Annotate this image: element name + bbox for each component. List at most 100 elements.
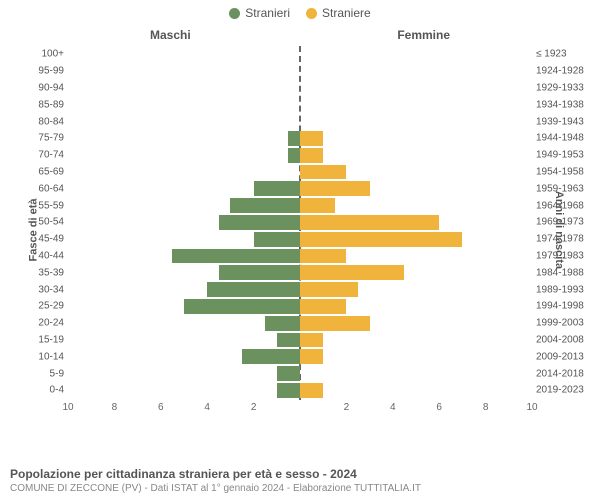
male-half <box>68 232 300 247</box>
male-half <box>68 265 300 280</box>
chart-rows: 100+≤ 192395-991924-192890-941929-193385… <box>68 46 532 400</box>
age-row: 60-641959-1963 <box>68 180 532 197</box>
male-bar <box>277 383 300 398</box>
side-title-male: Maschi <box>150 28 191 42</box>
x-tick: 2 <box>344 402 350 413</box>
female-half <box>300 148 532 163</box>
age-group-label: 45-49 <box>18 234 64 245</box>
female-half <box>300 81 532 96</box>
female-half <box>300 383 532 398</box>
birth-year-label: 2009-2013 <box>536 351 590 362</box>
age-row: 35-391984-1988 <box>68 264 532 281</box>
female-bar <box>300 165 346 180</box>
age-row: 10-142009-2013 <box>68 348 532 365</box>
legend-label-male: Stranieri <box>245 6 290 20</box>
male-half <box>68 114 300 129</box>
x-axis: 108642246810 <box>68 402 532 422</box>
birth-year-label: 1969-1973 <box>536 217 590 228</box>
male-half <box>68 131 300 146</box>
birth-year-label: 2004-2008 <box>536 334 590 345</box>
legend: Stranieri Straniere <box>0 0 600 20</box>
age-row: 70-741949-1953 <box>68 147 532 164</box>
female-half <box>300 131 532 146</box>
swatch-female <box>306 8 317 19</box>
birth-year-label: 1924-1928 <box>536 66 590 77</box>
female-bar <box>300 299 346 314</box>
age-row: 25-291994-1998 <box>68 298 532 315</box>
birth-year-label: 1944-1948 <box>536 133 590 144</box>
male-half <box>68 249 300 264</box>
age-group-label: 50-54 <box>18 217 64 228</box>
female-half <box>300 97 532 112</box>
male-bar <box>288 148 300 163</box>
age-group-label: 55-59 <box>18 200 64 211</box>
male-half <box>68 383 300 398</box>
age-row: 30-341989-1993 <box>68 281 532 298</box>
birth-year-label: 1959-1963 <box>536 183 590 194</box>
female-half <box>300 265 532 280</box>
birth-year-label: 1954-1958 <box>536 166 590 177</box>
age-group-label: 60-64 <box>18 183 64 194</box>
age-group-label: 100+ <box>18 49 64 60</box>
female-half <box>300 299 532 314</box>
age-group-label: 10-14 <box>18 351 64 362</box>
age-group-label: 30-34 <box>18 284 64 295</box>
swatch-male <box>229 8 240 19</box>
age-row: 80-841939-1943 <box>68 113 532 130</box>
age-group-label: 90-94 <box>18 82 64 93</box>
male-half <box>68 349 300 364</box>
birth-year-label: 1989-1993 <box>536 284 590 295</box>
male-bar <box>219 265 300 280</box>
female-half <box>300 215 532 230</box>
female-bar <box>300 131 323 146</box>
female-half <box>300 181 532 196</box>
male-bar <box>230 198 300 213</box>
legend-label-female: Straniere <box>322 6 371 20</box>
male-bar <box>277 333 300 348</box>
female-bar <box>300 333 323 348</box>
x-tick: 8 <box>112 402 118 413</box>
legend-item-female: Straniere <box>306 6 371 20</box>
male-bar <box>242 349 300 364</box>
x-tick: 2 <box>251 402 257 413</box>
legend-item-male: Stranieri <box>229 6 290 20</box>
age-row: 15-192004-2008 <box>68 332 532 349</box>
age-row: 65-691954-1958 <box>68 164 532 181</box>
female-half <box>300 47 532 62</box>
age-group-label: 5-9 <box>18 368 64 379</box>
female-half <box>300 333 532 348</box>
male-bar <box>254 232 300 247</box>
age-row: 75-791944-1948 <box>68 130 532 147</box>
age-row: 90-941929-1933 <box>68 80 532 97</box>
birth-year-label: 1984-1988 <box>536 267 590 278</box>
age-group-label: 20-24 <box>18 318 64 329</box>
age-group-label: 80-84 <box>18 116 64 127</box>
male-half <box>68 47 300 62</box>
male-bar <box>184 299 300 314</box>
age-group-label: 65-69 <box>18 166 64 177</box>
birth-year-label: 1974-1978 <box>536 234 590 245</box>
age-row: 45-491974-1978 <box>68 231 532 248</box>
female-bar <box>300 282 358 297</box>
birth-year-label: 1979-1983 <box>536 250 590 261</box>
male-half <box>68 165 300 180</box>
age-row: 95-991924-1928 <box>68 63 532 80</box>
age-group-label: 0-4 <box>18 385 64 396</box>
female-bar <box>300 215 439 230</box>
male-half <box>68 81 300 96</box>
birth-year-label: ≤ 1923 <box>536 49 590 60</box>
side-title-female: Femmine <box>397 28 450 42</box>
age-row: 40-441979-1983 <box>68 248 532 265</box>
male-half <box>68 215 300 230</box>
footer-subtitle: COMUNE DI ZECCONE (PV) - Dati ISTAT al 1… <box>10 483 590 494</box>
male-half <box>68 148 300 163</box>
female-half <box>300 198 532 213</box>
female-half <box>300 316 532 331</box>
male-half <box>68 282 300 297</box>
birth-year-label: 1934-1938 <box>536 99 590 110</box>
pyramid-chart: Maschi Femmine Fasce di età Anni di nasc… <box>0 20 600 440</box>
female-bar <box>300 249 346 264</box>
female-half <box>300 64 532 79</box>
age-group-label: 40-44 <box>18 250 64 261</box>
female-half <box>300 232 532 247</box>
